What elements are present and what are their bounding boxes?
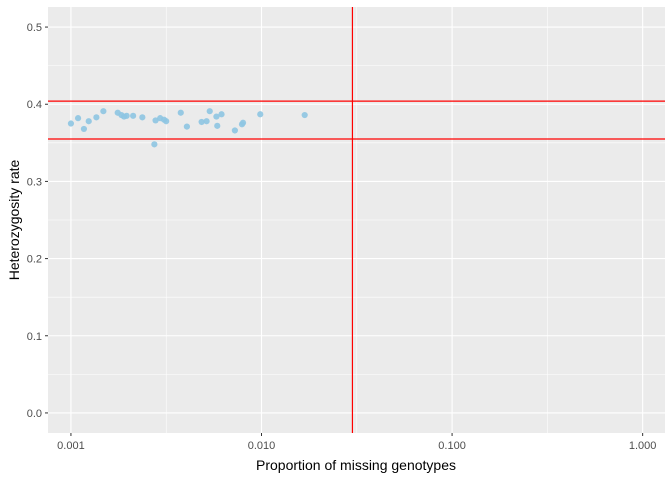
data-point	[206, 108, 213, 115]
y-tick-label: 0.5	[27, 22, 42, 34]
major-gridlines	[48, 7, 665, 433]
data-point	[257, 111, 264, 118]
x-axis: 0.001 0.010 0.100 1.000	[57, 433, 656, 452]
data-point	[80, 125, 88, 133]
data-point	[213, 113, 220, 120]
data-point	[214, 122, 221, 129]
data-point	[183, 123, 191, 130]
y-tick-label: 0.3	[27, 176, 42, 188]
data-point	[123, 112, 130, 119]
y-tick-label: 0.0	[27, 408, 42, 420]
x-tick-label: 0.010	[248, 440, 276, 452]
y-tick-label: 0.4	[27, 99, 42, 111]
x-tick-label: 0.001	[57, 440, 85, 452]
data-point	[85, 118, 92, 125]
data-points	[67, 108, 308, 148]
data-point	[139, 114, 146, 121]
y-tick-label: 0.2	[27, 254, 42, 266]
data-point	[100, 108, 107, 115]
data-point	[74, 115, 82, 122]
y-axis: 0.0 0.1 0.2 0.3 0.4 0.5	[27, 22, 48, 420]
data-point	[203, 118, 210, 125]
x-tick-label: 0.100	[438, 440, 466, 452]
y-tick-label: 0.1	[27, 331, 42, 343]
data-point	[152, 117, 159, 124]
data-point	[198, 118, 205, 126]
data-point	[177, 109, 184, 116]
data-point	[231, 127, 238, 134]
data-point	[301, 111, 308, 119]
reference-lines	[48, 7, 665, 433]
data-point	[130, 112, 137, 119]
x-axis-title: Proportion of missing genotypes	[256, 457, 456, 473]
data-point	[239, 119, 247, 126]
data-point	[93, 114, 100, 121]
data-point	[67, 120, 75, 127]
x-tick-label: 1.000	[629, 440, 657, 452]
y-axis-title: Heterozygosity rate	[6, 159, 22, 280]
data-point	[218, 111, 225, 118]
data-point	[163, 118, 170, 125]
data-point	[151, 141, 158, 148]
minor-gridlines	[48, 7, 665, 433]
